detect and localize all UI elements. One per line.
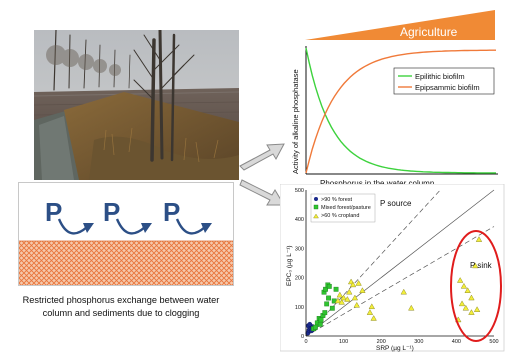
annotation-p-sink: P sink [470,261,493,270]
scatter-point-triangle [472,262,479,269]
y-tick-label: 100 [295,305,304,311]
scatter-point-square [322,310,328,316]
scatter-x-label: SRP (µg L⁻¹) [376,345,414,352]
scatter-point-triangle [334,297,342,304]
clogging-illustration [19,218,233,285]
y-tick-label: 400 [295,217,304,223]
clogging-panel: P P P [18,182,234,286]
scatter-point-triangle [355,279,362,286]
enzyme-activity-chart: Epilithic biofilm Epipsammic biofilm Act… [291,46,498,188]
landscape-photo-illustration [34,30,239,180]
p-sink-ellipse [450,230,502,342]
scatter-point-square [326,283,332,289]
phosphorus-symbol-2: P [103,197,121,227]
scatter-point-triangle [351,294,359,301]
scatter-point-square [326,295,331,301]
x-tick-label: 500 [489,339,498,345]
scatter-point-triangle [370,315,377,321]
scatter-point-square [329,305,335,311]
x-tick-label: 400 [452,339,461,345]
scatter-point-triangle [460,282,468,289]
reference-line-dashed [305,226,495,337]
annotation-p-source: P source [380,199,412,208]
enzyme-x-label: Phosphorus in the water column [320,179,434,188]
scatter-point-triangle [336,291,344,298]
phosphorus-symbol-1: P [45,197,63,227]
x-tick-label: 300 [414,339,423,345]
epipsammic-curve [305,49,496,174]
agriculture-label: Agriculture [400,25,458,39]
y-tick-label: 200 [295,276,304,282]
scatter-point-triangle [468,309,475,315]
legend-epilithic: Epilithic biofilm [415,72,465,81]
x-tick-label: 100 [339,339,348,345]
scatter-point-square [317,321,323,327]
srp-epc-scatter-plot: 0 100 200 300 400 500 0 100 200 300 400 500 P sourc… [280,184,505,352]
scatter-point-circle [307,321,313,327]
y-tick-label: 500 [295,188,304,194]
scatter-point-triangle [408,304,415,311]
epilithic-curve [305,47,496,174]
scatter-point-triangle [468,294,475,301]
scatter-point-triangle [456,277,464,283]
arrow-to-scatter-plot [239,179,285,206]
legend-cropland: >60 % cropland [321,213,359,219]
scatter-point-triangle [458,300,466,307]
scatter-point-triangle [349,281,357,288]
reference-line-solid [305,189,495,337]
scatter-y-label: EPC₀ (µg L⁻¹) [286,245,293,286]
scatter-point-triangle [473,306,481,312]
enzyme-y-label: Activity of alkaline phosphatase [291,69,300,174]
legend-mixed: Mixed forest/pasture [321,205,371,211]
agriculture-banner [305,10,495,40]
scatter-point-triangle [340,294,347,301]
scatter-point-triangle [344,296,351,302]
sediment-layer [19,241,233,285]
clogging-caption: Restricted phosphorus exchange between w… [6,294,236,320]
connector-arrows [239,143,285,206]
scatter-point-square [324,301,330,307]
x-tick-label: 0 [304,339,307,345]
x-tick-label: 200 [377,339,386,345]
y-tick-label: 0 [301,334,304,340]
y-tick-label: 300 [295,246,304,252]
caption-line-1: Restricted phosphorus exchange between w… [22,295,220,305]
scatter-point-triangle [475,236,483,242]
scatter-point-square [333,286,339,292]
scatter-point-triangle [400,288,407,295]
scatter-point-square [318,317,324,323]
scatter-point-triangle [462,304,469,311]
legend-forest: >90 % forest [321,197,353,203]
reference-line-dashed [305,189,441,337]
scatter-point-triangle [338,298,345,305]
scatter-point-triangle [346,288,353,295]
arrow-to-enzyme-chart [239,143,285,171]
exchange-arrow-2 [115,218,146,235]
phosphorus-symbol-3: P [163,197,181,227]
scatter-point-triangle [359,287,366,293]
scatter-point-triangle [353,301,360,308]
scatter-point-square [313,324,318,330]
enzyme-legend [393,67,495,95]
field-photo [34,30,239,180]
scatter-point-triangle [368,303,375,310]
scatter-point-triangle [366,309,374,315]
caption-line-2: column and sediments due to clogging [42,308,200,318]
legend-epipsammic: Epipsammic biofilm [415,83,480,92]
curved-arrows [57,218,206,235]
scatter-point-triangle [464,287,471,293]
exchange-arrow-3 [175,218,206,235]
scatter-legend [310,193,376,223]
exchange-arrow-1 [57,218,88,235]
